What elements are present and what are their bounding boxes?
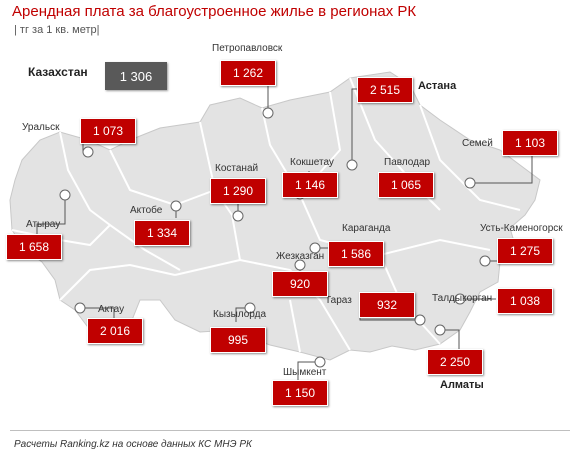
city-marker — [479, 255, 491, 267]
city-value-shymkent: 1 150 — [272, 380, 328, 406]
city-marker — [262, 107, 274, 119]
city-value-aktau: 2 016 — [87, 318, 143, 344]
country-outline — [9, 71, 541, 361]
city-name-ust-kamenogorsk: Усть-Каменогорск — [480, 223, 563, 234]
city-name-kokshetau: Кокшетау — [290, 157, 334, 168]
city-value-taldykorgan: 1 038 — [497, 288, 553, 314]
city-marker — [232, 210, 244, 222]
city-marker — [82, 146, 94, 158]
city-marker — [59, 189, 71, 201]
city-value-aktobe: 1 334 — [134, 220, 190, 246]
city-value-kyzylorda: 995 — [210, 327, 266, 353]
city-marker — [434, 324, 446, 336]
country-name: Казахстан — [28, 65, 88, 79]
country-value-box: 1 306 — [105, 62, 167, 90]
city-name-aktau: Актау — [98, 304, 125, 315]
city-value-almaty: 2 250 — [427, 349, 483, 375]
city-name-uralsk: Уральск — [22, 122, 60, 133]
city-value-petropavlovsk: 1 262 — [220, 60, 276, 86]
city-name-kyzylorda: Кызылорда — [213, 309, 267, 320]
city-marker — [454, 293, 466, 305]
city-marker — [170, 200, 182, 212]
source-note: Расчеты Ranking.kz на основе данных КС М… — [14, 439, 252, 450]
city-value-kokshetau: 1 146 — [282, 172, 338, 198]
city-name-atyrau: Атырау — [26, 219, 61, 230]
city-name-kostanay: Костанай — [215, 163, 259, 174]
city-name-taraz: Тараз — [325, 295, 352, 306]
city-name-almaty: Алматы — [440, 379, 484, 391]
city-name-shymkent: Шымкент — [283, 367, 327, 378]
city-name-aktobe: Актобе — [130, 205, 163, 216]
footer-divider — [10, 430, 570, 431]
city-value-pavlodar: 1 065 — [378, 172, 434, 198]
city-name-taldykorgan: Талдыкорган — [432, 293, 493, 304]
chart-title: Арендная плата за благоустроенное жилье … — [12, 3, 417, 20]
city-value-astana: 2 515 — [357, 77, 413, 103]
city-value-semey: 1 103 — [502, 130, 558, 156]
city-markers — [59, 107, 491, 368]
city-name-pavlodar: Павлодар — [384, 157, 431, 168]
city-value-karaganda: 1 586 — [328, 241, 384, 267]
city-marker — [74, 302, 86, 314]
city-name-petropavlovsk: Петропавловск — [212, 43, 283, 54]
city-marker — [294, 259, 306, 271]
city-name-karaganda: Караганда — [342, 223, 391, 234]
city-name-astana: Астана — [418, 80, 457, 92]
city-value-uralsk: 1 073 — [80, 118, 136, 144]
city-value-zhezkazgan: 920 — [272, 271, 328, 297]
city-value-ust-kamenogorsk: 1 275 — [497, 238, 553, 264]
chart-subtitle: | тг за 1 кв. метр| — [14, 24, 100, 36]
city-marker — [414, 314, 426, 326]
city-value-atyrau: 1 658 — [6, 234, 62, 260]
city-marker — [464, 177, 476, 189]
city-marker — [309, 242, 321, 254]
city-value-kostanay: 1 290 — [210, 178, 266, 204]
city-marker — [244, 302, 256, 314]
city-name-zhezkazgan: Жезказган — [276, 251, 325, 262]
city-marker — [314, 356, 326, 368]
city-marker — [346, 159, 358, 171]
city-value-taraz: 932 — [359, 292, 415, 318]
city-name-semey: Семей — [462, 138, 493, 149]
